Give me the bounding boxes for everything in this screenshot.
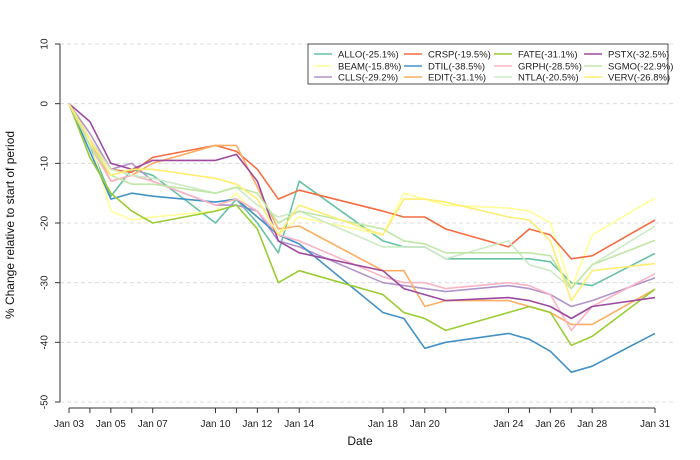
y-tick-label: 10 xyxy=(40,38,51,50)
series-line xyxy=(68,103,656,287)
legend-label: EDIT(-31.1%) xyxy=(428,73,486,84)
legend-label: CRSP(-19.5%) xyxy=(428,50,491,61)
legend-box xyxy=(307,43,669,85)
series-line xyxy=(68,103,656,290)
x-axis-title: Date xyxy=(347,434,373,448)
x-tick-label: Jan 26 xyxy=(535,419,565,430)
x-tick-label: Jan 18 xyxy=(368,419,398,430)
legend-label: NTLA(-20.5%) xyxy=(518,73,579,84)
series-line xyxy=(68,103,656,290)
x-tick-label: Jan 14 xyxy=(284,419,314,430)
y-tick-label: -10 xyxy=(40,156,51,171)
x-tick-label: Jan 28 xyxy=(577,419,607,430)
legend-label: FATE(-31.1%) xyxy=(518,50,577,61)
legend-label: CLLS(-29.2%) xyxy=(338,73,398,84)
legend: ALLO(-25.1%)BEAM(-15.8%)CLLS(-29.2%) CRSP… xyxy=(307,43,673,85)
series-line xyxy=(68,103,656,260)
legend-label: PSTX(-32.5%) xyxy=(608,50,669,61)
legend-label: GRPH(-28.5%) xyxy=(518,62,582,73)
y-tick-label: -40 xyxy=(40,335,51,350)
series-line xyxy=(68,103,656,326)
series-line xyxy=(68,103,656,347)
legend-label: BEAM(-15.8%) xyxy=(338,62,401,73)
x-tick-label: Jan 05 xyxy=(96,419,126,430)
legend-label: ALLO(-25.1%) xyxy=(338,50,399,61)
y-axis-title: % Change relative to start of period xyxy=(3,131,17,319)
x-tick-label: Jan 24 xyxy=(493,419,523,430)
legend-label: DTIL(-38.5%) xyxy=(428,62,485,73)
series-line xyxy=(68,103,656,374)
x-tick-label: Jan 12 xyxy=(242,419,272,430)
y-tick-label: -20 xyxy=(40,215,51,230)
x-tick-label: Jan 07 xyxy=(138,419,168,430)
y-tick-label: 0 xyxy=(40,100,51,106)
legend-label: VERV(-26.8%) xyxy=(608,73,670,84)
x-tick-label: Jan 10 xyxy=(200,419,230,430)
legend-label: SGMO(-22.9%) xyxy=(608,62,673,73)
x-tick-label: Jan 20 xyxy=(410,419,440,430)
y-tick-label: -30 xyxy=(40,275,51,290)
series-lines xyxy=(68,103,656,374)
x-tick-label: Jan 31 xyxy=(640,419,670,430)
series-line xyxy=(68,103,656,302)
series-line xyxy=(68,103,656,320)
y-tick-label: -50 xyxy=(40,394,51,409)
x-tick-label: Jan 03 xyxy=(54,419,84,430)
